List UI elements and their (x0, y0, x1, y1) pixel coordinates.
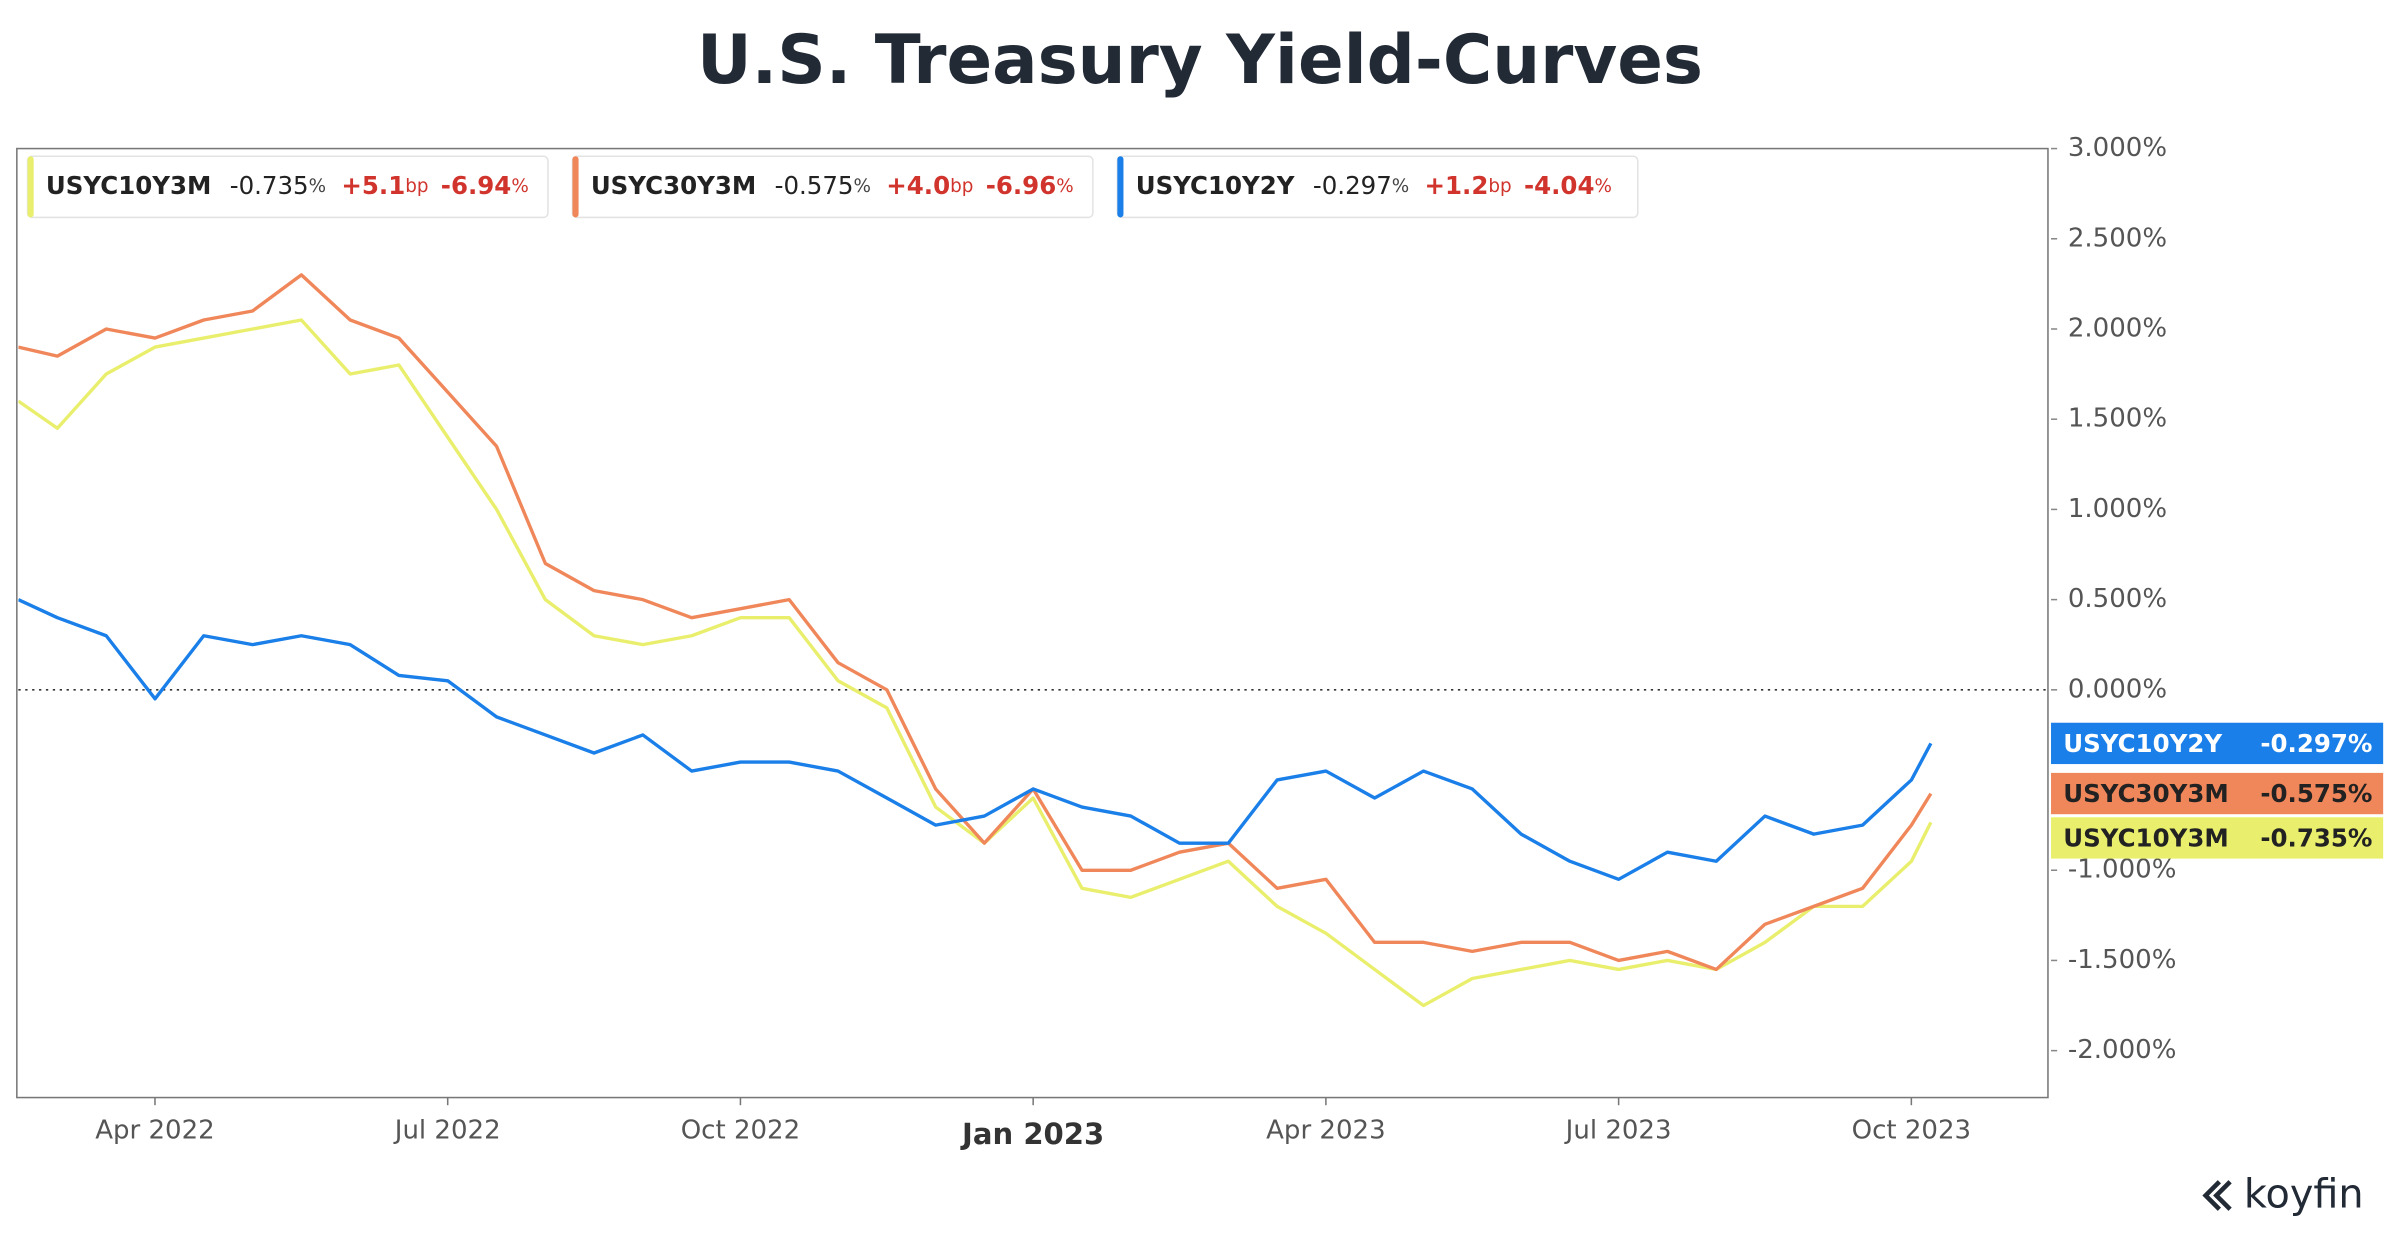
y-tick-label: 1.000% (2068, 494, 2167, 524)
y-tick-label: 0.000% (2068, 674, 2167, 704)
brand-logo: koyfin (2202, 1172, 2364, 1218)
legend-last: -0.575 (775, 171, 854, 200)
legend-item: USYC10Y3M -0.735% +5.1bp -6.94% (26, 155, 549, 219)
legend-name: USYC10Y3M (46, 171, 211, 200)
x-tick-label: Jan 2023 (960, 1117, 1104, 1151)
legend-change-unit: bp (405, 176, 428, 197)
value-badge-name: USYC10Y2Y (2063, 729, 2222, 758)
series-line (18, 273, 1933, 972)
y-tick-label: -1.000% (2068, 855, 2177, 885)
y-tick-label: -2.000% (2068, 1035, 2177, 1065)
legend-last-unit: % (1392, 176, 1409, 197)
value-badge: USYC30Y3M -0.575% (2051, 772, 2384, 815)
legend-pct-unit: % (1056, 176, 1073, 197)
x-tick-label: Jul 2022 (393, 1116, 501, 1146)
x-tick-label: Jul 2023 (1564, 1116, 1672, 1146)
legend-swatch (1117, 156, 1124, 218)
value-badge: USYC10Y2Y -0.297% (2051, 722, 2384, 765)
legend-text: USYC10Y3M -0.735% +5.1bp -6.94% (46, 171, 529, 200)
value-badge-value: -0.297% (2260, 729, 2372, 758)
x-tick-label: Apr 2022 (95, 1116, 214, 1146)
legend-swatch (27, 156, 34, 218)
legend-pct: -6.96 (986, 171, 1057, 200)
series-line (18, 598, 1933, 881)
x-tick-label: Oct 2023 (1852, 1116, 1971, 1146)
legend-last-unit: % (854, 176, 871, 197)
legend-last: -0.297 (1313, 171, 1392, 200)
legend-text: USYC10Y2Y -0.297% +1.2bp -4.04% (1136, 171, 1612, 200)
y-tick-label: 3.000% (2068, 133, 2167, 163)
y-tick-label: -1.500% (2068, 945, 2177, 975)
legend-text: USYC30Y3M -0.575% +4.0bp -6.96% (591, 171, 1074, 200)
legend-pct: -6.94 (441, 171, 512, 200)
y-tick-label: 2.500% (2068, 223, 2167, 253)
legend-pct-unit: % (511, 176, 528, 197)
legend-change-unit: bp (950, 176, 973, 197)
legend-change: +1.2 (1425, 171, 1489, 200)
legend-pct-unit: % (1594, 176, 1611, 197)
x-tick-label: Oct 2022 (681, 1116, 800, 1146)
value-badge-bg (2051, 772, 2384, 815)
series-line (18, 318, 1933, 1008)
value-badge-name: USYC10Y3M (2063, 823, 2228, 852)
value-badge: USYC10Y3M -0.735% (2051, 817, 2384, 859)
y-tick-label: 2.000% (2068, 313, 2167, 343)
y-tick-label: 1.500% (2068, 404, 2167, 434)
value-badge-bg (2051, 722, 2384, 765)
legend-change: +4.0 (886, 171, 950, 200)
legend-change-unit: bp (1488, 176, 1511, 197)
legend-pct: -4.04 (1524, 171, 1595, 200)
legend-last-unit: % (309, 176, 326, 197)
legend-name: USYC30Y3M (591, 171, 756, 200)
legend-change: +5.1 (341, 171, 405, 200)
legend-swatch (572, 156, 579, 218)
value-badge-value: -0.735% (2260, 823, 2372, 852)
y-tick-label: 0.500% (2068, 584, 2167, 614)
x-tick-label: Apr 2023 (1266, 1116, 1385, 1146)
legend-item: USYC10Y2Y -0.297% +1.2bp -4.04% (1116, 155, 1639, 219)
legend-item: USYC30Y3M -0.575% +4.0bp -6.96% (571, 155, 1094, 219)
value-badge-name: USYC30Y3M (2063, 779, 2228, 808)
value-badge-value: -0.575% (2260, 779, 2372, 808)
chart-title: U.S. Treasury Yield-Curves (697, 20, 1703, 99)
legend-name: USYC10Y2Y (1136, 171, 1295, 200)
value-badge-bg (2051, 817, 2384, 859)
legend-last: -0.735 (230, 171, 309, 200)
brand-icon (2202, 1180, 2232, 1211)
brand-name: koyfin (2244, 1172, 2364, 1218)
